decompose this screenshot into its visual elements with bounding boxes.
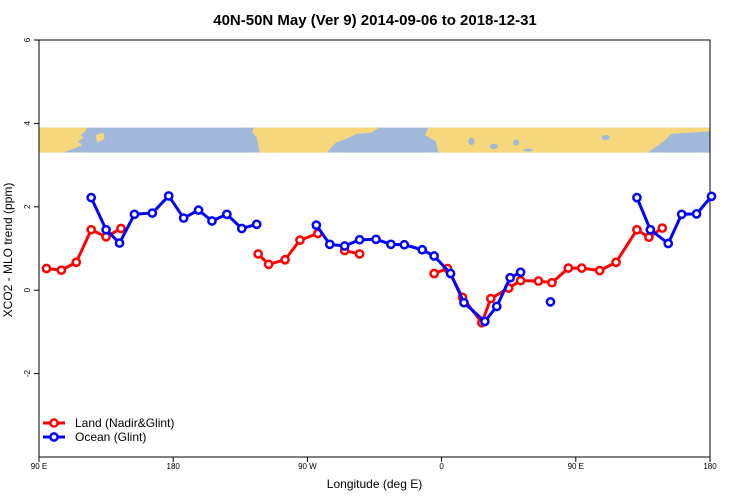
- map-land-0: [39, 127, 87, 153]
- data-point: [114, 238, 125, 248]
- legend-label: Land (Nadir&Glint): [75, 416, 174, 430]
- data-point: [663, 238, 674, 249]
- x-tick-label: 90 W: [298, 462, 317, 471]
- data-point: [178, 213, 189, 223]
- x-tick-label: 90 E: [568, 462, 584, 471]
- data-point: [479, 316, 490, 327]
- x-axis-label: Longitude (deg E): [327, 477, 422, 491]
- map-lake-4: [601, 135, 610, 141]
- data-point: [515, 275, 526, 286]
- data-point: [429, 251, 439, 261]
- data-point: [41, 263, 52, 274]
- data-point: [251, 219, 262, 230]
- y-tick-label: 0: [23, 287, 32, 292]
- data-point: [354, 234, 365, 245]
- data-point: [116, 223, 126, 234]
- plot-frame: [38, 39, 711, 458]
- series-ocean: [86, 191, 717, 327]
- map-lake-3: [523, 148, 534, 152]
- data-point: [56, 265, 67, 276]
- data-point: [280, 254, 290, 265]
- data-point: [324, 239, 335, 250]
- data-point: [547, 277, 557, 288]
- data-point: [459, 297, 469, 308]
- y-tick-label: 6: [23, 37, 32, 42]
- data-point: [86, 224, 97, 235]
- data-point: [644, 232, 654, 243]
- data-point: [263, 259, 274, 270]
- data-point: [399, 239, 410, 250]
- map-land-2: [252, 127, 379, 153]
- series-land: [41, 223, 668, 328]
- legend-label: Ocean (Glint): [75, 430, 146, 444]
- y-axis-label: XCO2 - MLO trend (ppm): [1, 183, 15, 318]
- data-point: [533, 276, 544, 286]
- data-point: [445, 268, 456, 279]
- data-point: [386, 239, 396, 250]
- data-point: [417, 244, 428, 255]
- data-point: [236, 223, 247, 234]
- data-point: [645, 224, 656, 235]
- data-point: [147, 208, 158, 218]
- y-tick-label: 4: [23, 121, 32, 126]
- legend-swatch-marker: [49, 432, 59, 442]
- data-point: [253, 249, 264, 259]
- data-point: [706, 191, 717, 202]
- data-point: [576, 263, 587, 273]
- data-point: [101, 224, 111, 235]
- map-lake-0: [468, 137, 475, 146]
- data-point: [632, 192, 642, 203]
- data-point: [563, 263, 574, 273]
- data-point: [657, 223, 668, 233]
- map-lake-1: [489, 143, 498, 150]
- legend-swatch-marker: [49, 418, 59, 428]
- x-tick-label: 180: [703, 462, 717, 471]
- data-point: [632, 224, 642, 235]
- axes: 90 E 180 90 W 0 90 E 180 -2 0 2 4 6: [23, 37, 717, 471]
- chart-title: 40N-50N May (Ver 9) 2014-09-06 to 2018-1…: [213, 12, 537, 29]
- map-lake-na: [348, 142, 357, 148]
- data-point: [676, 209, 687, 220]
- series-layer: [41, 191, 717, 328]
- series-line: [89, 194, 258, 245]
- data-point: [163, 191, 174, 201]
- data-point: [691, 209, 702, 219]
- y-tick-label: -2: [23, 369, 32, 377]
- x-tick-label: 180: [167, 462, 181, 471]
- data-point: [505, 272, 516, 283]
- data-point: [311, 220, 322, 230]
- map-land-1: [95, 132, 105, 143]
- data-point: [207, 216, 217, 226]
- data-point: [354, 249, 365, 259]
- data-point: [515, 267, 526, 278]
- legend: Land (Nadir&Glint)Ocean (Glint): [43, 416, 174, 444]
- data-point: [485, 293, 496, 304]
- data-point: [71, 257, 82, 268]
- data-point: [129, 209, 140, 220]
- map-lake-2: [513, 139, 520, 146]
- world-map-strip: [39, 127, 710, 153]
- data-point: [594, 265, 605, 276]
- y-tick-label: 2: [23, 204, 32, 209]
- data-point: [193, 205, 204, 215]
- x-tick-label: 0: [439, 462, 444, 471]
- data-point: [429, 268, 439, 279]
- data-point: [491, 301, 502, 312]
- data-point: [611, 257, 621, 268]
- data-point: [339, 241, 350, 251]
- series-line: [315, 224, 522, 323]
- data-point: [545, 297, 556, 307]
- data-point: [86, 192, 97, 203]
- x-tick-label: 90 E: [31, 462, 47, 471]
- data-point: [222, 209, 232, 220]
- data-point: [295, 235, 305, 246]
- data-point: [371, 234, 381, 245]
